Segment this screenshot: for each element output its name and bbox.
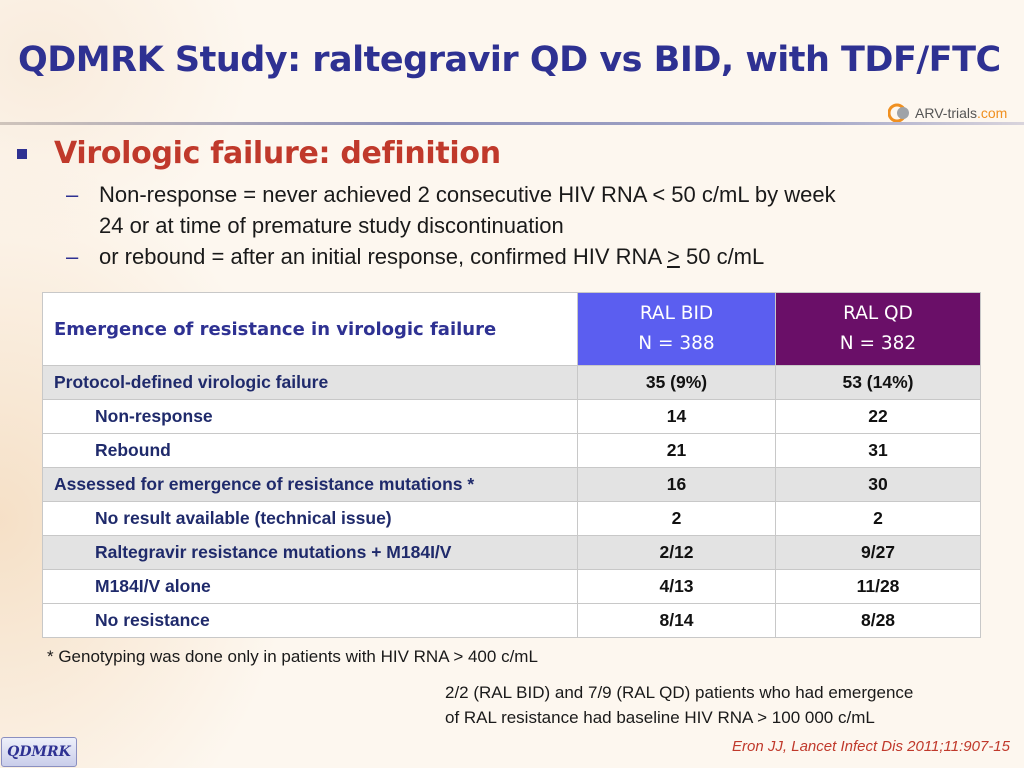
ral-bid-cell: 16 bbox=[577, 467, 776, 502]
slide-title: QDMRK Study: raltegravir QD vs BID, with… bbox=[18, 40, 1001, 80]
ral-bid-cell: 4/13 bbox=[577, 569, 776, 604]
study-badge: QDMRK bbox=[1, 737, 77, 767]
ral-qd-cell: 31 bbox=[775, 433, 981, 468]
row-label: Rebound bbox=[42, 433, 578, 468]
resistance-table: Emergence of resistance in virologic fai… bbox=[42, 292, 981, 638]
row-label: M184I/V alone bbox=[42, 569, 578, 604]
greater-or-equal-sign: > bbox=[667, 244, 680, 269]
table-row: Raltegravir resistance mutations + M184I… bbox=[42, 535, 981, 570]
ral-bid-cell: 8/14 bbox=[577, 603, 776, 638]
definition-text: Non-response = never achieved 2 consecut… bbox=[99, 182, 836, 207]
ral-qd-cell: 9/27 bbox=[775, 535, 981, 570]
table-row: No resistance 8/14 8/28 bbox=[42, 603, 981, 638]
table-row: M184I/V alone 4/13 11/28 bbox=[42, 569, 981, 604]
row-label: Raltegravir resistance mutations + M184I… bbox=[42, 535, 578, 570]
ral-qd-cell: 2 bbox=[775, 501, 981, 536]
ral-bid-cell: 35 (9%) bbox=[577, 365, 776, 400]
row-label: Non-response bbox=[42, 399, 578, 434]
column-header-ral-qd: RAL QD N = 382 bbox=[775, 292, 981, 366]
dash-bullet-icon: – bbox=[66, 182, 79, 207]
table-row: No result available (technical issue) 2 … bbox=[42, 501, 981, 536]
logo-mark-icon bbox=[887, 103, 912, 123]
definition-text: or rebound = after an initial response, … bbox=[99, 244, 765, 269]
title-divider bbox=[0, 122, 1024, 125]
citation-reference: Eron JJ, Lancet Infect Dis 2011;11:907-1… bbox=[732, 738, 1010, 755]
table-footnote: * Genotyping was done only in patients w… bbox=[47, 647, 538, 666]
ral-qd-cell: 8/28 bbox=[775, 603, 981, 638]
column-header-ral-bid: RAL BID N = 388 bbox=[577, 292, 776, 366]
ral-bid-cell: 21 bbox=[577, 433, 776, 468]
section-heading: Virologic failure: definition bbox=[54, 136, 501, 171]
table-row: Non-response 14 22 bbox=[42, 399, 981, 434]
row-label: No resistance bbox=[42, 603, 578, 638]
resistance-note: 2/2 (RAL BID) and 7/9 (RAL QD) patients … bbox=[445, 683, 914, 727]
ral-qd-cell: 53 (14%) bbox=[775, 365, 981, 400]
arv-trials-logo: ARV-trials.com bbox=[887, 100, 1016, 126]
table-row: Protocol-defined virologic failure 35 (9… bbox=[42, 365, 981, 400]
table-row: Assessed for emergence of resistance mut… bbox=[42, 467, 981, 502]
square-bullet-icon bbox=[17, 149, 27, 159]
logo-text: ARV-trials.com bbox=[915, 105, 1008, 121]
ral-qd-cell: 22 bbox=[775, 399, 981, 434]
table-row: Rebound 21 31 bbox=[42, 433, 981, 468]
row-label: No result available (technical issue) bbox=[42, 501, 578, 536]
table-header-row: Emergence of resistance in virologic fai… bbox=[42, 292, 981, 366]
table-header-label: Emergence of resistance in virologic fai… bbox=[42, 292, 578, 366]
ral-bid-cell: 14 bbox=[577, 399, 776, 434]
ral-qd-cell: 30 bbox=[775, 467, 981, 502]
ral-bid-cell: 2/12 bbox=[577, 535, 776, 570]
row-label: Assessed for emergence of resistance mut… bbox=[42, 467, 578, 502]
definition-text: 24 or at time of premature study discont… bbox=[99, 213, 564, 238]
row-label: Protocol-defined virologic failure bbox=[42, 365, 578, 400]
dash-bullet-icon: – bbox=[66, 244, 79, 269]
ral-bid-cell: 2 bbox=[577, 501, 776, 536]
ral-qd-cell: 11/28 bbox=[775, 569, 981, 604]
